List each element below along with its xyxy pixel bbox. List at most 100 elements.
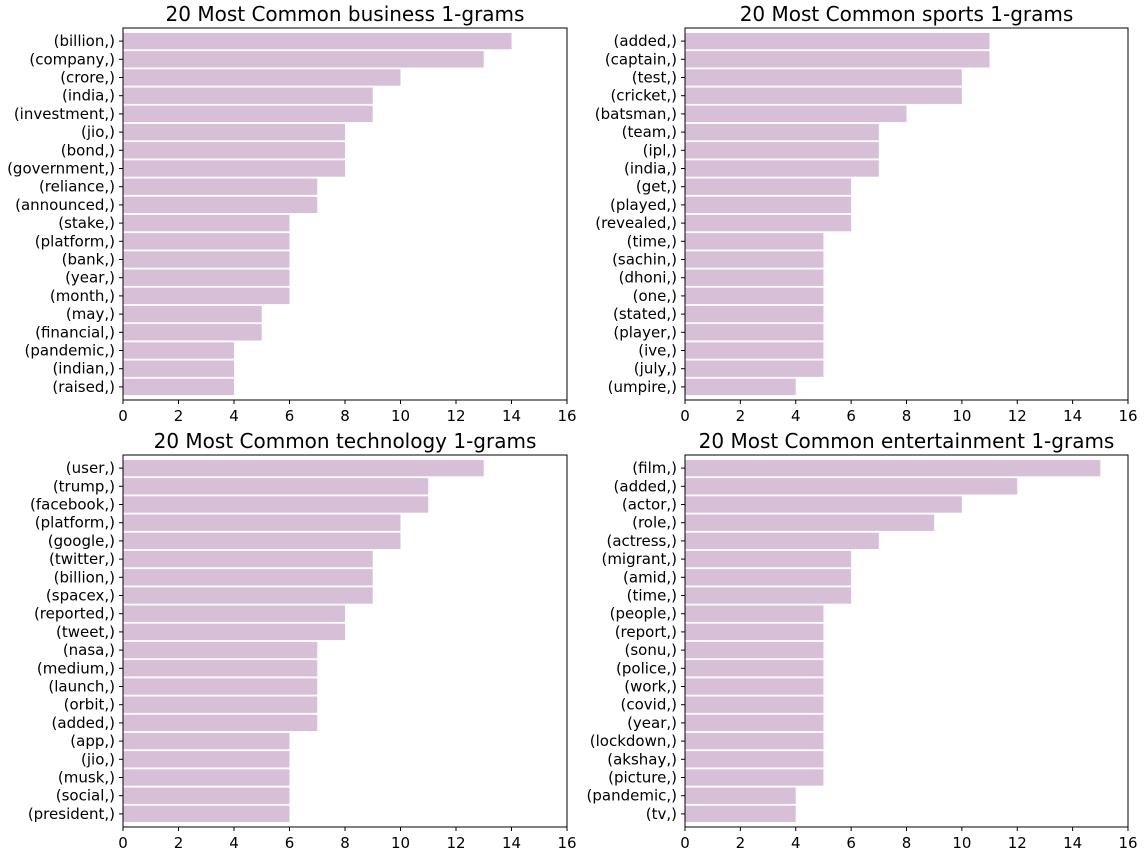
business-chart-panel: 20 Most Common business 1-grams (billion,…	[7, 2, 576, 425]
category-label: (added,)	[52, 714, 115, 732]
bar	[685, 714, 824, 732]
x-tick-label: 14	[502, 407, 521, 425]
x-tick-label: 6	[846, 407, 856, 425]
x-tick-label: 4	[791, 407, 801, 425]
bar	[123, 641, 318, 659]
bar	[685, 787, 796, 804]
category-label: (indian,)	[52, 360, 115, 378]
bar	[685, 324, 824, 341]
x-tick-label: 6	[846, 834, 856, 852]
category-label: (covid,)	[621, 696, 677, 714]
bar	[685, 769, 824, 786]
category-label: (bank,)	[62, 251, 115, 269]
category-label: (police,)	[616, 659, 677, 677]
bar	[685, 160, 879, 177]
bar	[685, 623, 824, 641]
bar	[123, 324, 262, 341]
category-label: (tweet,)	[56, 623, 115, 641]
category-label: (amid,)	[623, 568, 677, 586]
x-tick-label: 14	[1063, 834, 1082, 852]
category-label: (company,)	[29, 50, 115, 68]
category-label: (actress,)	[607, 532, 678, 550]
bar	[685, 251, 824, 268]
bar	[123, 105, 373, 123]
category-label: (nasa,)	[63, 641, 115, 659]
bar	[685, 732, 824, 750]
bar	[685, 360, 824, 377]
category-label: (medium,)	[37, 659, 115, 677]
bar	[685, 696, 824, 713]
bar	[685, 105, 907, 123]
bar	[685, 751, 824, 768]
technology-chart-panel: 20 Most Common technology 1-grams (user,)…	[28, 429, 577, 852]
category-label: (picture,)	[608, 769, 677, 787]
x-tick-label: 4	[229, 407, 239, 425]
category-label: (added,)	[614, 32, 677, 50]
category-label: (team,)	[622, 123, 677, 141]
bar	[123, 378, 234, 396]
category-label: (year,)	[65, 269, 115, 287]
bar	[123, 305, 262, 323]
x-tick-label: 12	[1008, 407, 1027, 425]
bar	[123, 660, 318, 677]
bar	[685, 678, 824, 695]
bar	[685, 87, 962, 104]
bar	[123, 732, 290, 750]
x-tick-label: 6	[285, 407, 295, 425]
category-label: (work,)	[624, 678, 677, 696]
bar	[685, 459, 1101, 477]
chart-title: 20 Most Common sports 1-grams	[740, 2, 1074, 26]
category-label: (month,)	[50, 287, 115, 305]
category-label: (tv,)	[646, 805, 677, 823]
category-label: (platform,)	[35, 232, 115, 250]
bar	[123, 196, 318, 214]
bar	[685, 805, 796, 823]
category-label: (year,)	[627, 714, 677, 732]
category-label: (raised,)	[52, 378, 115, 396]
category-label: (reliance,)	[39, 178, 115, 196]
bar	[123, 587, 373, 604]
category-label: (time,)	[627, 587, 677, 605]
bar	[123, 178, 318, 195]
category-label: (actor,)	[622, 496, 677, 514]
category-label: (umpire,)	[608, 378, 677, 396]
category-label: (test,)	[632, 69, 677, 87]
category-label: (bond,)	[61, 141, 115, 159]
bar	[123, 214, 290, 232]
category-label: (spacex,)	[46, 587, 115, 605]
x-tick-label: 12	[446, 407, 465, 425]
category-label: (financial,)	[35, 323, 115, 341]
bar	[123, 569, 373, 586]
bar	[685, 51, 990, 68]
category-label: (jio,)	[81, 123, 115, 141]
bar	[123, 751, 290, 768]
bar	[123, 342, 234, 359]
bar	[685, 605, 824, 622]
x-tick-label: 16	[557, 407, 576, 425]
bar	[685, 641, 824, 659]
category-label: (launch,)	[48, 678, 115, 696]
bar	[123, 696, 318, 713]
bar	[123, 251, 290, 268]
x-tick-label: 8	[340, 407, 350, 425]
x-tick-label: 0	[118, 407, 128, 425]
bar	[123, 459, 484, 477]
category-label: (ive,)	[638, 342, 677, 360]
bar	[123, 69, 401, 86]
x-tick-label: 0	[680, 407, 690, 425]
x-tick-label: 2	[174, 407, 184, 425]
bar	[123, 360, 234, 377]
bar	[123, 87, 373, 104]
x-tick-label: 6	[285, 834, 295, 852]
category-label: (pandemic,)	[587, 787, 677, 805]
x-tick-label: 14	[502, 834, 521, 852]
category-label: (investment,)	[14, 105, 115, 123]
bar	[123, 714, 318, 732]
bar	[123, 532, 401, 550]
category-label: (batsman,)	[595, 105, 677, 123]
bar	[685, 269, 824, 286]
category-label: (role,)	[632, 514, 677, 532]
category-label: (lockdown,)	[590, 732, 677, 750]
bar	[123, 32, 512, 50]
